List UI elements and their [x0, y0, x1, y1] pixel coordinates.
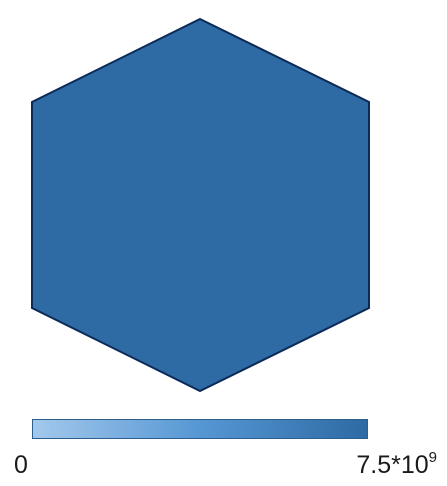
- color-scale-bar: [32, 419, 368, 439]
- legend-min-label: 0: [14, 450, 28, 480]
- legend-max-label: 7.5*109: [356, 449, 437, 484]
- choropleth-map: [31, 17, 370, 393]
- hexagon-region[interactable]: [31, 17, 370, 393]
- legend-max-base: 7.5*10: [356, 451, 429, 479]
- legend-min-value: 0: [14, 451, 28, 479]
- legend-max-exponent: 9: [428, 449, 437, 466]
